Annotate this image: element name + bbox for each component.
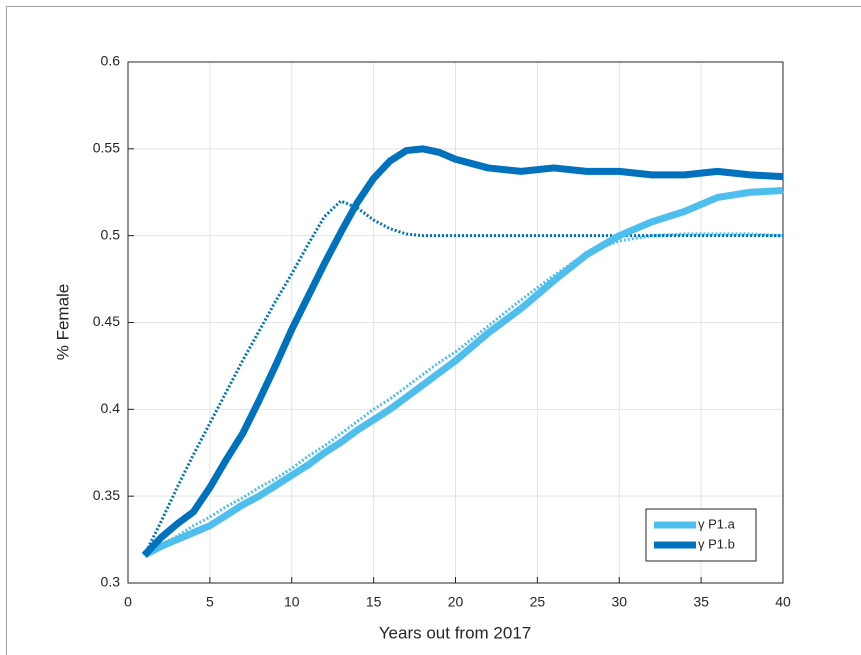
x-tick-label: 5 — [206, 594, 214, 610]
y-tick-label: 0.5 — [101, 226, 121, 242]
x-tick-label: 40 — [775, 594, 791, 610]
x-tick-label: 35 — [693, 594, 709, 610]
y-axis-label: % Female — [53, 284, 72, 361]
y-tick-label: 0.4 — [101, 400, 121, 416]
x-tick-label: 20 — [448, 594, 464, 610]
x-tick-label: 15 — [366, 594, 382, 610]
legend-label: γ P1.b — [698, 536, 735, 551]
series-line — [143, 232, 784, 557]
series-line — [142, 187, 784, 559]
x-tick-label: 30 — [611, 594, 627, 610]
axes-box — [127, 61, 784, 584]
y-tick-label: 0.45 — [93, 313, 120, 329]
x-tick-label: 25 — [530, 594, 546, 610]
y-tick-label: 0.6 — [101, 53, 121, 69]
y-tick-label: 0.35 — [93, 487, 120, 503]
x-tick-label: 10 — [284, 594, 300, 610]
y-tick-label: 0.55 — [93, 140, 120, 156]
series-line — [141, 145, 784, 558]
y-tick-label: 0.3 — [101, 574, 121, 590]
series-line — [143, 199, 783, 556]
legend-box — [645, 508, 757, 562]
legend-label: γ P1.a — [698, 516, 736, 531]
x-axis-label: Years out from 2017 — [379, 623, 531, 642]
x-tick-label: 0 — [124, 594, 132, 610]
